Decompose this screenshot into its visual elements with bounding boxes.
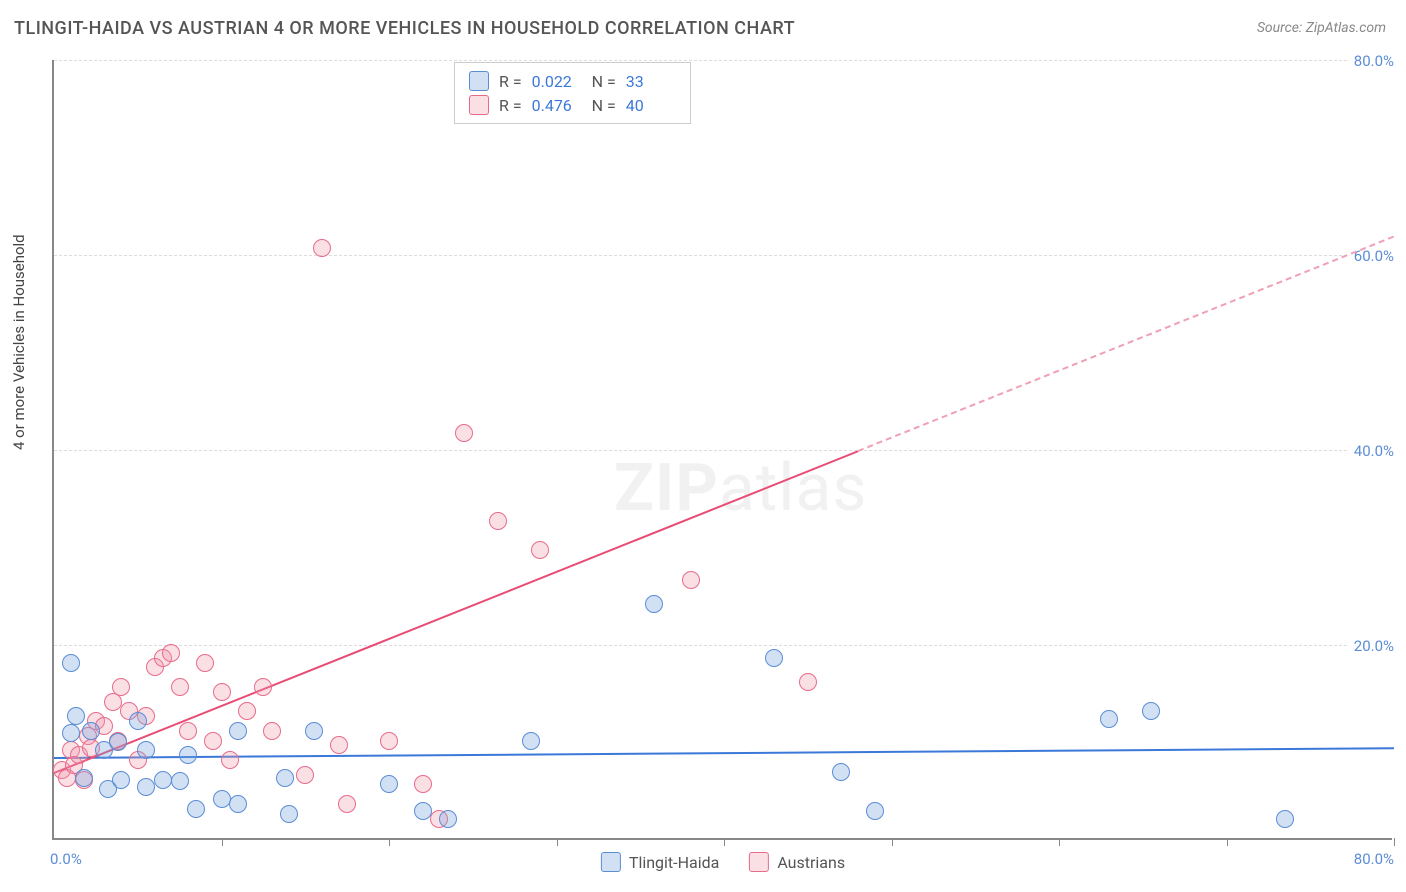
scatter-point <box>112 678 130 696</box>
x-axis-max-label: 80.0% <box>1354 850 1394 868</box>
scatter-point <box>296 766 314 784</box>
y-axis-label: 4 or more Vehicles in Household <box>10 234 28 450</box>
scatter-point <box>75 769 93 787</box>
x-tick <box>557 838 558 846</box>
swatch-blue-icon <box>469 71 489 91</box>
scatter-point <box>179 722 197 740</box>
stat-n-value: 33 <box>626 72 676 91</box>
scatter-point <box>531 541 549 559</box>
stats-legend-row: R = 0.476 N = 40 <box>469 93 676 117</box>
scatter-point <box>137 778 155 796</box>
scatter-point <box>682 571 700 589</box>
source-attribution: Source: ZipAtlas.com <box>1257 20 1386 36</box>
x-tick <box>1227 838 1228 846</box>
stat-r-label: R = <box>499 72 522 91</box>
scatter-point <box>1100 710 1118 728</box>
scatter-point <box>280 805 298 823</box>
scatter-point <box>866 802 884 820</box>
scatter-point <box>414 775 432 793</box>
swatch-pink-icon <box>749 852 769 872</box>
scatter-point <box>112 771 130 789</box>
legend-item: Austrians <box>749 852 845 872</box>
stat-r-label: R = <box>499 96 522 115</box>
scatter-point <box>162 644 180 662</box>
x-tick <box>724 838 725 846</box>
scatter-point <box>439 810 457 828</box>
chart-plot-area: ZIPatlas R = 0.022 N = 33 R = 0.476 N = … <box>52 60 1392 840</box>
gridline-horizontal <box>54 450 1392 451</box>
trend-line <box>54 450 859 774</box>
scatter-point <box>137 741 155 759</box>
scatter-point <box>489 512 507 530</box>
scatter-point <box>832 763 850 781</box>
swatch-pink-icon <box>469 95 489 115</box>
scatter-point <box>196 654 214 672</box>
scatter-point <box>380 732 398 750</box>
scatter-point <box>67 707 85 725</box>
x-tick <box>1059 838 1060 846</box>
scatter-point <box>455 424 473 442</box>
y-tick-label: 40.0% <box>1348 442 1394 460</box>
scatter-point <box>109 733 127 751</box>
x-tick <box>389 838 390 846</box>
scatter-point <box>82 722 100 740</box>
scatter-point <box>380 775 398 793</box>
scatter-point <box>213 683 231 701</box>
legend-label: Austrians <box>777 853 845 872</box>
stat-r-value: 0.022 <box>532 72 582 91</box>
stat-n-label: N = <box>592 96 616 115</box>
scatter-point <box>229 722 247 740</box>
stat-r-value: 0.476 <box>532 96 582 115</box>
scatter-point <box>254 678 272 696</box>
stats-legend-row: R = 0.022 N = 33 <box>469 69 676 93</box>
gridline-horizontal <box>54 645 1392 646</box>
chart-title: TLINGIT-HAIDA VS AUSTRIAN 4 OR MORE VEHI… <box>14 18 795 39</box>
scatter-point <box>338 795 356 813</box>
y-tick-label: 60.0% <box>1348 247 1394 265</box>
scatter-point <box>129 712 147 730</box>
scatter-point <box>1276 810 1294 828</box>
gridline-horizontal <box>54 255 1392 256</box>
x-tick <box>892 838 893 846</box>
scatter-point <box>204 732 222 750</box>
scatter-point <box>229 795 247 813</box>
stat-n-value: 40 <box>626 96 676 115</box>
y-tick-label: 20.0% <box>1348 637 1394 655</box>
x-tick <box>222 838 223 846</box>
trend-line <box>858 236 1395 452</box>
scatter-point <box>62 654 80 672</box>
gridline-horizontal <box>54 60 1392 61</box>
scatter-point <box>305 722 323 740</box>
scatter-point <box>171 772 189 790</box>
scatter-point <box>276 769 294 787</box>
scatter-point <box>238 702 256 720</box>
scatter-point <box>1142 702 1160 720</box>
legend-label: Tlingit-Haida <box>629 853 719 872</box>
scatter-point <box>263 722 281 740</box>
stats-legend: R = 0.022 N = 33 R = 0.476 N = 40 <box>454 62 691 124</box>
x-axis-min-label: 0.0% <box>50 850 82 868</box>
scatter-point <box>221 751 239 769</box>
scatter-point <box>213 790 231 808</box>
scatter-point <box>187 800 205 818</box>
scatter-point <box>799 673 817 691</box>
scatter-point <box>313 239 331 257</box>
scatter-point <box>171 678 189 696</box>
trend-line <box>54 747 1394 759</box>
scatter-point <box>522 732 540 750</box>
series-legend: Tlingit-Haida Austrians <box>601 852 845 872</box>
scatter-point <box>645 595 663 613</box>
scatter-point <box>179 746 197 764</box>
scatter-point <box>330 736 348 754</box>
legend-item: Tlingit-Haida <box>601 852 719 872</box>
stat-n-label: N = <box>592 72 616 91</box>
scatter-point <box>765 649 783 667</box>
scatter-point <box>154 771 172 789</box>
swatch-blue-icon <box>601 852 621 872</box>
scatter-point <box>414 802 432 820</box>
scatter-point <box>62 724 80 742</box>
y-tick-label: 80.0% <box>1348 52 1394 70</box>
x-tick <box>1394 838 1395 846</box>
